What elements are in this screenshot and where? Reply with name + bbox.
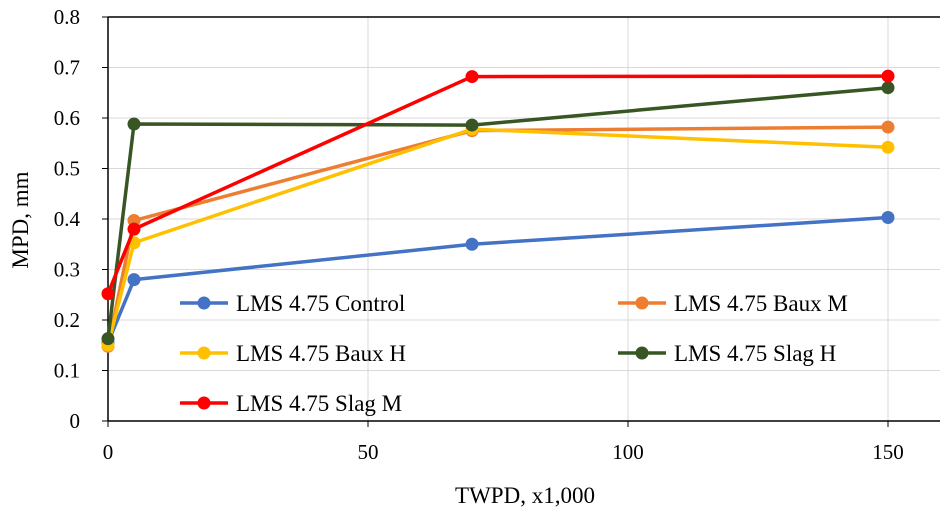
x-axis-title: TWPD, x1,000 <box>455 483 595 508</box>
data-point <box>101 332 115 346</box>
series-line <box>106 85 890 341</box>
legend-label: LMS 4.75 Slag H <box>674 341 836 366</box>
data-point <box>465 118 479 132</box>
y-tick-label: 0.8 <box>54 5 80 29</box>
series-group <box>101 69 895 301</box>
y-tick-label: 0.6 <box>54 106 80 130</box>
data-point <box>881 140 895 154</box>
data-point <box>127 117 141 131</box>
legend-label: LMS 4.75 Control <box>236 291 405 316</box>
y-tick-label: 0.3 <box>54 258 80 282</box>
data-point <box>881 120 895 134</box>
series-group <box>101 210 895 350</box>
y-tick-label: 0.2 <box>54 308 80 332</box>
series-line <box>106 125 890 349</box>
y-tick-label: 0.7 <box>54 56 80 80</box>
legend: LMS 4.75 Control LMS 4.75 Baux M LMS 4.75 … <box>180 291 848 416</box>
tick-labels: 0 0.1 0.2 0.3 0.4 0.5 0.6 0.7 0.8 0 50 100 150 <box>54 5 904 464</box>
axes <box>102 16 940 427</box>
series-line <box>106 127 890 347</box>
legend-item: LMS 4.75 Slag H <box>618 341 836 366</box>
y-tick-label: 0.1 <box>54 359 80 383</box>
legend-label: LMS 4.75 Baux M <box>674 291 848 316</box>
legend-label: LMS 4.75 Baux H <box>236 341 406 366</box>
y-tick-label: 0.4 <box>54 207 81 231</box>
legend-item: LMS 4.75 Control <box>180 291 405 316</box>
legend-marker <box>635 346 649 360</box>
legend-item: LMS 4.75 Baux H <box>180 341 406 366</box>
data-point <box>127 222 141 236</box>
x-tick-label: 150 <box>872 440 904 464</box>
series-layer <box>101 69 895 353</box>
data-point <box>465 237 479 251</box>
y-tick-label: 0 <box>70 409 81 433</box>
data-point <box>101 287 115 301</box>
x-tick-label: 0 <box>103 440 114 464</box>
data-point <box>465 70 479 84</box>
series-line <box>106 215 890 345</box>
legend-item: LMS 4.75 Baux M <box>618 291 848 316</box>
series-line <box>106 74 890 296</box>
data-point <box>127 273 141 287</box>
legend-marker <box>197 346 211 360</box>
legend-marker <box>197 396 211 410</box>
legend-marker <box>197 296 211 310</box>
data-point <box>881 69 895 83</box>
x-tick-label: 50 <box>358 440 379 464</box>
y-tick-label: 0.5 <box>54 157 80 181</box>
data-point <box>881 210 895 224</box>
data-point <box>881 81 895 95</box>
x-tick-label: 100 <box>612 440 644 464</box>
series-group <box>101 122 895 352</box>
legend-label: LMS 4.75 Slag M <box>236 391 402 416</box>
series-group <box>101 81 895 346</box>
y-axis-title: MPD, mm <box>8 171 33 268</box>
legend-item: LMS 4.75 Slag M <box>180 391 402 416</box>
legend-marker <box>635 296 649 310</box>
series-group <box>101 120 895 353</box>
